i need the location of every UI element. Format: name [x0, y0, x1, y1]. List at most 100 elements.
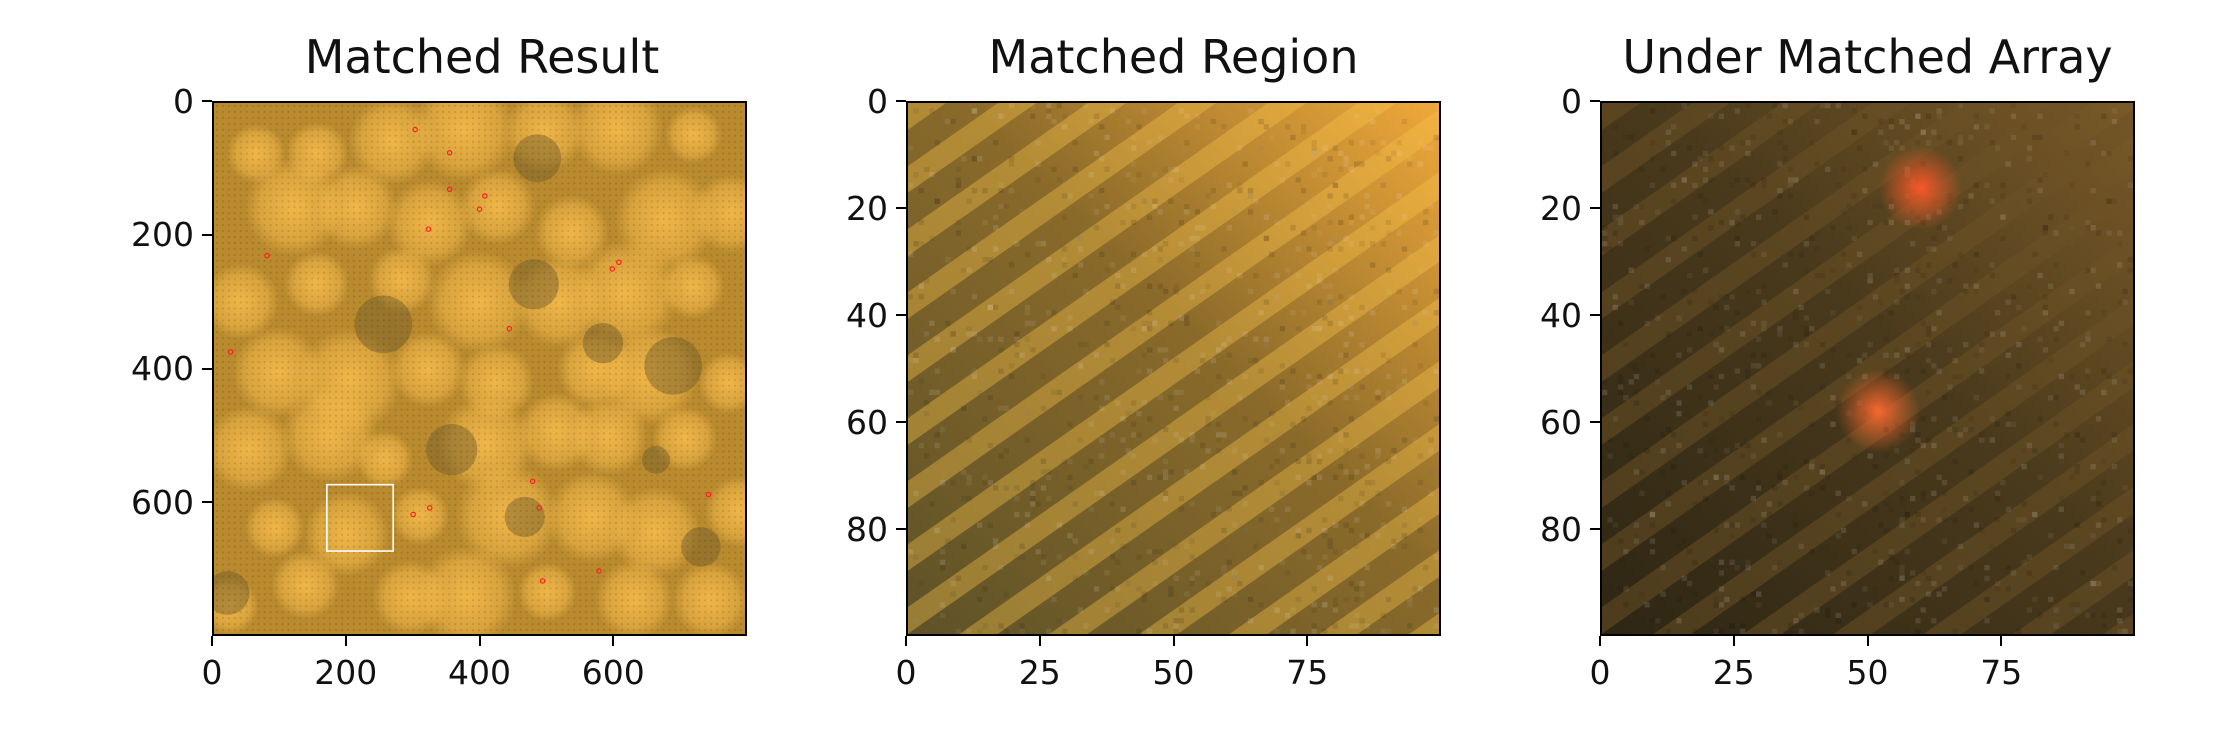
- image-pixel: [1316, 564, 1323, 571]
- image-pixel: [1968, 193, 1974, 199]
- image-pixel: [1093, 586, 1100, 592]
- image-pixel: [971, 246, 978, 252]
- image-pixel: [1290, 442, 1296, 449]
- image-pixel: [1332, 549, 1339, 555]
- image-pixel: [1061, 628, 1068, 634]
- image-pixel: [1787, 118, 1794, 125]
- image-pixel: [908, 251, 914, 257]
- image-pixel: [1713, 384, 1719, 390]
- image-pixel: [908, 357, 914, 364]
- image-pixel: [1348, 416, 1355, 422]
- image-pixel: [1040, 485, 1047, 491]
- image-pixel: [1798, 304, 1804, 311]
- image-pixel: [1724, 326, 1730, 332]
- image-pixel: [939, 559, 946, 565]
- image-pixel: [1146, 549, 1153, 555]
- image-pixel: [1375, 389, 1381, 396]
- match-marker: [410, 511, 416, 518]
- image-pixel: [1883, 219, 1889, 226]
- image-pixel: [1237, 182, 1243, 188]
- image-pixel: [1146, 416, 1153, 422]
- image-pixel: [1681, 480, 1687, 486]
- image-pixel: [2085, 331, 2091, 337]
- image-pixel: [1109, 432, 1116, 438]
- image-pixel: [1957, 373, 1964, 380]
- image-pixel: [1338, 464, 1344, 470]
- image-pixel: [2037, 612, 2043, 619]
- image-pixel: [2117, 607, 2123, 613]
- image-pixel: [1332, 522, 1339, 528]
- image-pixel: [1819, 469, 1826, 475]
- image-pixel: [1702, 198, 1709, 204]
- image-pixel: [2095, 501, 2102, 507]
- image-pixel: [992, 485, 999, 491]
- image-pixel: [1322, 527, 1328, 534]
- image-pixel: [1692, 182, 1698, 188]
- image-pixel: [1825, 570, 1831, 576]
- image-pixel: [2016, 363, 2022, 369]
- image-pixel: [1771, 209, 1778, 215]
- image-pixel: [2026, 442, 2033, 449]
- hotspot: [1836, 369, 1920, 453]
- image-pixel: [2058, 458, 2064, 465]
- image-pixel: [1263, 214, 1270, 220]
- image-pixel: [1093, 395, 1100, 401]
- y-tick-mark: [896, 421, 906, 423]
- image-pixel: [1263, 341, 1270, 348]
- image-pixel: [1755, 336, 1762, 342]
- image-pixel: [1077, 246, 1084, 252]
- image-pixel: [1713, 341, 1719, 348]
- image-pixel: [1655, 379, 1661, 385]
- image-pixel: [1809, 421, 1815, 427]
- image-pixel: [1226, 267, 1232, 273]
- image-pixel: [1633, 203, 1640, 210]
- image-pixel: [1311, 251, 1317, 257]
- image-pixel: [1989, 108, 1995, 114]
- image-pixel: [1269, 464, 1275, 470]
- image-pixel: [1120, 506, 1126, 512]
- image-pixel: [1327, 219, 1333, 226]
- image-pixel: [982, 474, 988, 481]
- image-pixel: [939, 480, 946, 486]
- image-pixel: [1973, 251, 1980, 257]
- image-pixel: [1306, 246, 1312, 252]
- image-pixel: [1894, 272, 1900, 279]
- image-pixel: [1359, 341, 1365, 348]
- image-pixel: [1771, 485, 1778, 491]
- image-pixel: [1878, 559, 1884, 565]
- image-pixel: [1359, 501, 1365, 507]
- image-pixel: [1189, 432, 1195, 438]
- image-pixel: [1724, 294, 1730, 300]
- image-pixel: [945, 538, 951, 544]
- image-pixel: [1740, 596, 1746, 603]
- image-pixel: [2111, 198, 2118, 204]
- image-pixel: [1417, 140, 1424, 146]
- image-pixel: [2010, 527, 2017, 534]
- image-pixel: [1322, 172, 1328, 178]
- image-pixel: [1200, 288, 1206, 295]
- image-pixel: [1077, 607, 1084, 613]
- image-pixel: [2058, 453, 2064, 459]
- image-pixel: [1423, 241, 1429, 247]
- image-pixel: [1099, 437, 1105, 443]
- image-pixel: [1030, 103, 1036, 109]
- image-pixel: [1125, 410, 1132, 417]
- image-pixel: [2085, 225, 2091, 231]
- image-pixel: [1269, 506, 1275, 512]
- image-pixel: [1226, 559, 1232, 565]
- image-pixel: [1093, 113, 1100, 119]
- image-pixel: [1269, 251, 1275, 257]
- image-pixel: [1740, 623, 1746, 629]
- x-tick-label: 75: [1980, 653, 2023, 692]
- image-pixel: [1205, 193, 1211, 199]
- image-pixel: [2026, 570, 2033, 576]
- image-pixel: [1354, 368, 1360, 374]
- image-pixel: [1697, 251, 1703, 257]
- image-pixel: [1628, 299, 1634, 305]
- image-pixel: [1702, 410, 1709, 417]
- image-pixel: [1633, 522, 1640, 528]
- image-pixel: [1787, 166, 1794, 173]
- image-pixel: [1338, 432, 1344, 438]
- image-pixel: [1210, 118, 1216, 125]
- image-pixel: [1915, 437, 1921, 443]
